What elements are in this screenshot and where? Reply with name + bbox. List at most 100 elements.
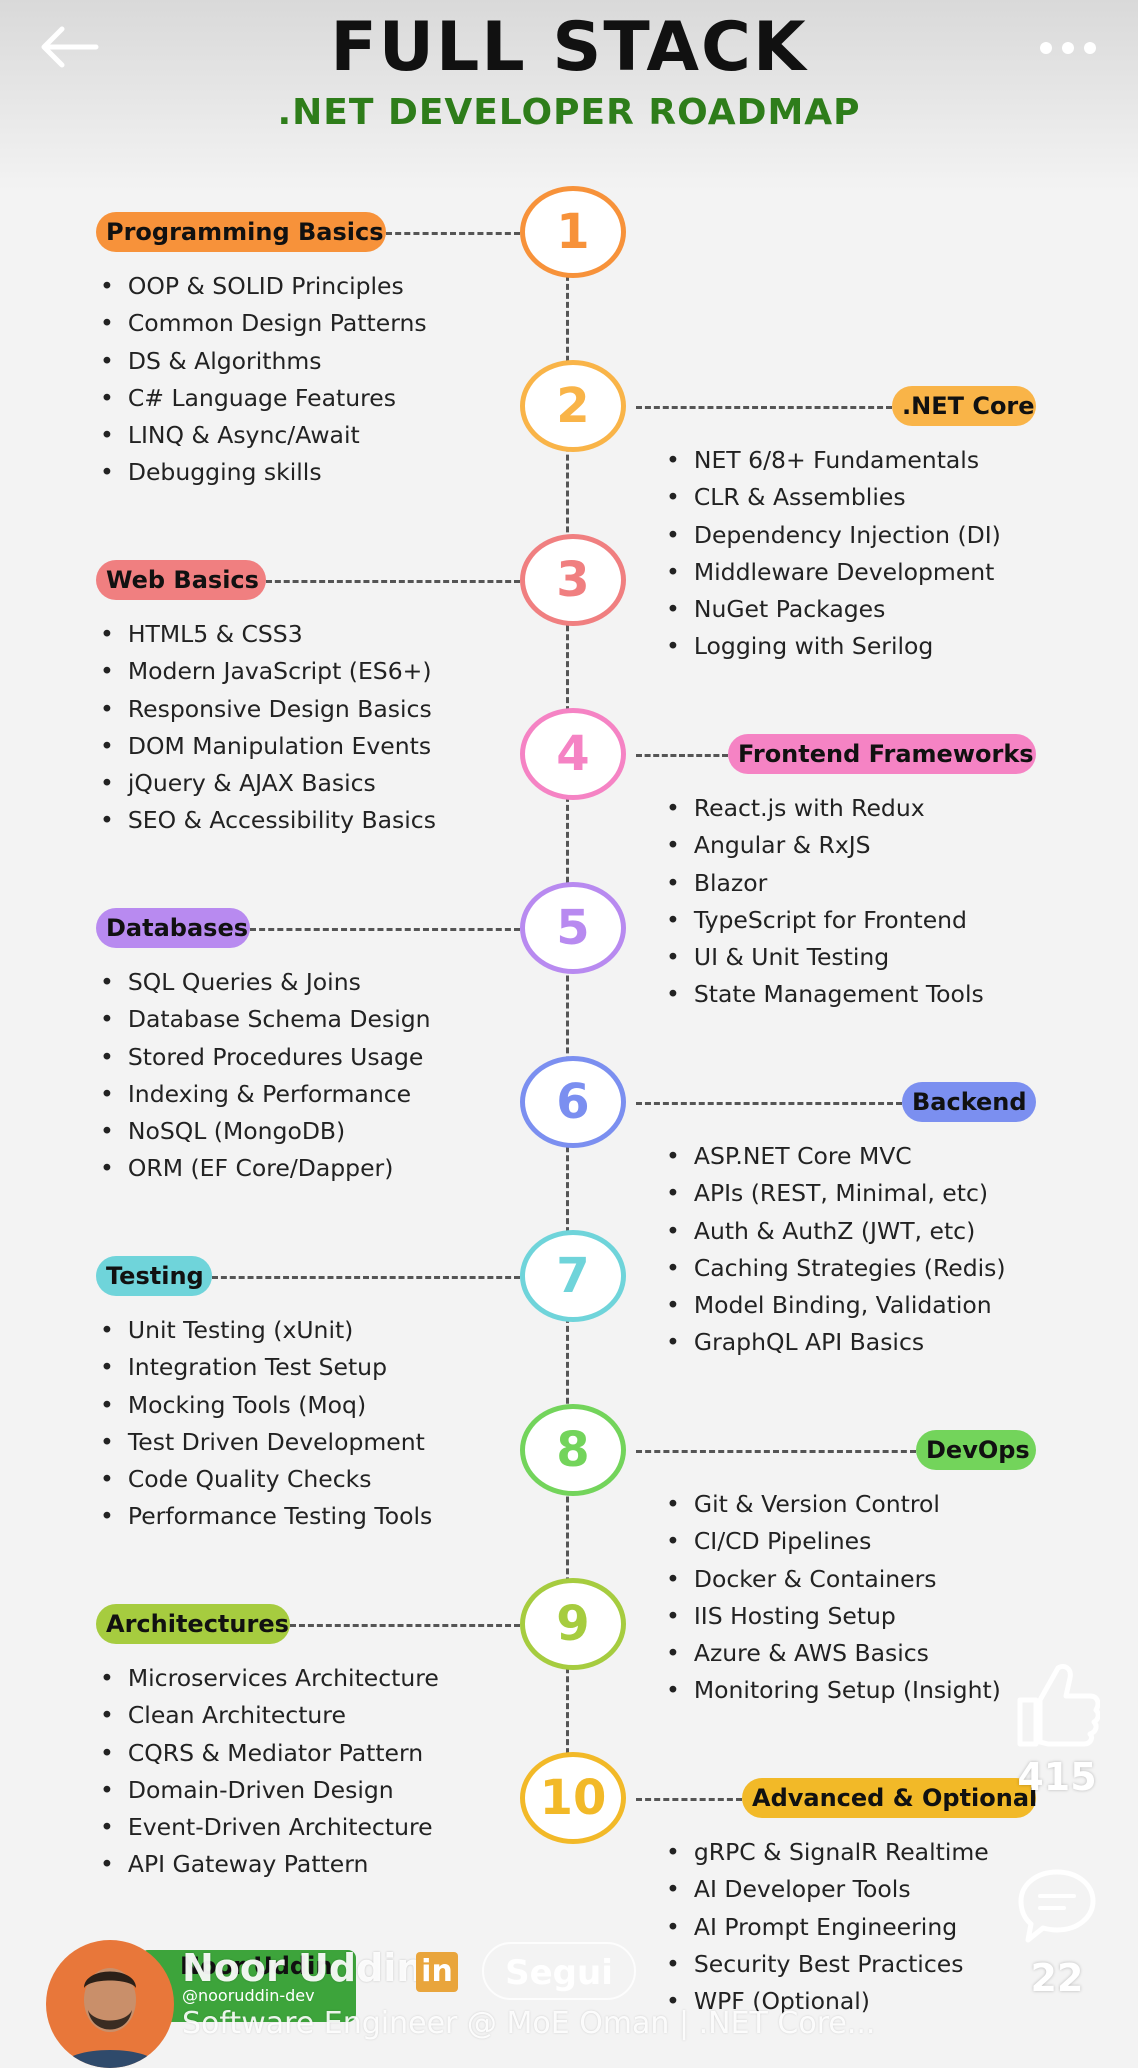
roadmap-item: CI/CD Pipelines [666,1523,1001,1560]
roadmap-item: Event-Driven Architecture [100,1809,439,1846]
step-8-connector [636,1450,916,1453]
roadmap-item: Integration Test Setup [100,1349,432,1386]
step-1-circle: 1 [520,186,626,278]
roadmap-item: Unit Testing (xUnit) [100,1312,432,1349]
step-8-circle: 8 [520,1404,626,1496]
step-3-connector [266,580,520,583]
roadmap-item: SQL Queries & Joins [100,964,431,1001]
step-4-title: Frontend Frameworks [728,734,1036,774]
roadmap-item: UI & Unit Testing [666,939,984,976]
step-3-list: HTML5 & CSS3Modern JavaScript (ES6+)Resp… [100,616,436,840]
avatar[interactable] [46,1940,174,2068]
step-2-connector [636,406,892,409]
roadmap-item: Test Driven Development [100,1424,432,1461]
roadmap-item: Code Quality Checks [100,1461,432,1498]
step-2-title: .NET Core [892,386,1036,426]
thumbs-up-icon[interactable] [1014,1660,1100,1750]
step-7-connector [212,1276,520,1279]
step-6-list: ASP.NET Core MVCAPIs (REST, Minimal, etc… [666,1138,1006,1362]
step-9-list: Microservices ArchitectureClean Architec… [100,1660,439,1884]
roadmap-item: IIS Hosting Setup [666,1598,1001,1635]
roadmap-item: ORM (EF Core/Dapper) [100,1150,431,1187]
step-3-title: Web Basics [96,560,266,600]
roadmap-item: HTML5 & CSS3 [100,616,436,653]
step-1-list: OOP & SOLID PrinciplesCommon Design Patt… [100,268,427,492]
roadmap-item: Mocking Tools (Moq) [100,1387,432,1424]
step-9-title: Architectures [96,1604,290,1644]
roadmap-item: Responsive Design Basics [100,691,436,728]
step-10-list: gRPC & SignalR RealtimeAI Developer Tool… [666,1834,989,2020]
timeline-spine [566,230,569,1790]
roadmap-item: OOP & SOLID Principles [100,268,427,305]
step-3-circle: 3 [520,534,626,626]
badge-handle: @nooruddin-dev [182,1986,315,2005]
roadmap-item: Stored Procedures Usage [100,1039,431,1076]
roadmap-item: CQRS & Mediator Pattern [100,1735,439,1772]
roadmap-item: Modern JavaScript (ES6+) [100,653,436,690]
step-8-title: DevOps [916,1430,1036,1470]
page-title: FULL STACK [330,8,808,87]
step-5-connector [250,928,520,931]
step-5-circle: 5 [520,882,626,974]
roadmap-item: NuGet Packages [666,591,1001,628]
step-6-title: Backend [902,1082,1036,1122]
step-2-list: NET 6/8+ FundamentalsCLR & AssembliesDep… [666,442,1001,666]
arrow-left-icon[interactable] [36,22,106,72]
step-5-list: SQL Queries & JoinsDatabase Schema Desig… [100,964,431,1188]
roadmap-item: TypeScript for Frontend [666,902,984,939]
roadmap-item: Security Best Practices [666,1946,989,1983]
roadmap-item: ASP.NET Core MVC [666,1138,1006,1175]
roadmap-item: jQuery & AJAX Basics [100,765,436,802]
roadmap-item: API Gateway Pattern [100,1846,439,1883]
step-1-title: Programming Basics [96,212,386,252]
avatar-portrait-icon [60,1968,160,2068]
roadmap-item: gRPC & SignalR Realtime [666,1834,989,1871]
roadmap-item: WPF (Optional) [666,1983,989,2020]
more-horizontal-icon[interactable] [1036,28,1100,68]
follow-button[interactable]: Segui [482,1942,636,2000]
roadmap-item: LINQ & Async/Await [100,417,427,454]
step-5-title: Databases [96,908,250,948]
roadmap-item: React.js with Redux [666,790,984,827]
roadmap-item: Blazor [666,865,984,902]
roadmap-item: Debugging skills [100,454,427,491]
header-shade [0,0,1138,190]
step-8-list: Git & Version ControlCI/CD PipelinesDock… [666,1486,1001,1710]
step-1-connector [386,232,520,235]
step-4-list: React.js with ReduxAngular & RxJSBlazorT… [666,790,984,1014]
roadmap-item: NET 6/8+ Fundamentals [666,442,1001,479]
roadmap-item: APIs (REST, Minimal, etc) [666,1175,1006,1212]
step-2-circle: 2 [520,360,626,452]
roadmap-item: Monitoring Setup (Insight) [666,1672,1001,1709]
roadmap-item: Logging with Serilog [666,628,1001,665]
badge-name: Noor Uddin [180,1952,333,1980]
roadmap-item: Indexing & Performance [100,1076,431,1113]
roadmap-item: DS & Algorithms [100,343,427,380]
roadmap-item: AI Prompt Engineering [666,1909,989,1946]
roadmap-item: DOM Manipulation Events [100,728,436,765]
step-7-circle: 7 [520,1230,626,1322]
roadmap-item: CLR & Assemblies [666,479,1001,516]
linkedin-icon: in [416,1952,458,1992]
roadmap-item: Domain-Driven Design [100,1772,439,1809]
roadmap-item: Microservices Architecture [100,1660,439,1697]
step-10-connector [636,1798,742,1801]
step-9-connector [290,1624,520,1627]
roadmap-item: Performance Testing Tools [100,1498,432,1535]
roadmap-item: Common Design Patterns [100,305,427,342]
step-10-title: Advanced & Optional [742,1778,1037,1818]
comment-icon[interactable] [1016,1866,1098,1946]
comment-count: 22 [1030,1956,1084,2000]
step-4-connector [636,754,728,757]
roadmap-item: NoSQL (MongoDB) [100,1113,431,1150]
like-count: 415 [1017,1755,1097,1799]
roadmap-item: Dependency Injection (DI) [666,517,1001,554]
roadmap-item: SEO & Accessibility Basics [100,802,436,839]
roadmap-item: Caching Strategies (Redis) [666,1250,1006,1287]
author-name[interactable]: Noor Uddin [182,1946,424,1990]
roadmap-item: Docker & Containers [666,1561,1001,1598]
roadmap-item: AI Developer Tools [666,1871,989,1908]
page-subtitle: .NET DEVELOPER ROADMAP [277,92,861,133]
step-6-connector [636,1102,902,1105]
roadmap-item: Angular & RxJS [666,827,984,864]
